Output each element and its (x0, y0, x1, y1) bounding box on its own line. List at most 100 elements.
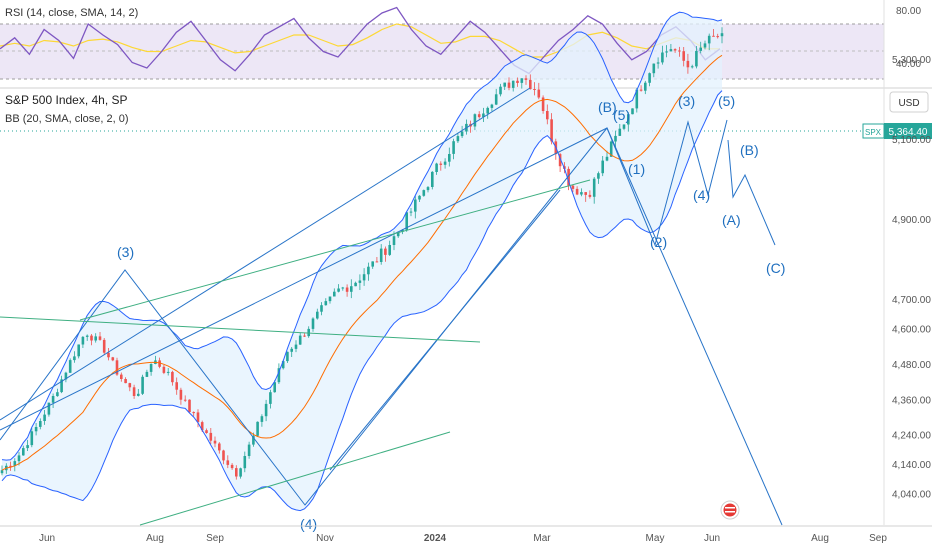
candle-body (503, 82, 506, 87)
price-tick-label: 5,300.00 (892, 55, 931, 66)
candle-body (81, 336, 85, 345)
candle-body (524, 78, 528, 80)
candle-body (200, 422, 204, 431)
candle-body (639, 89, 643, 91)
candle-body (107, 352, 110, 358)
candle-body (30, 431, 34, 446)
time-tick-label: Mar (533, 533, 551, 544)
candle-body (439, 163, 443, 165)
candle-body (473, 114, 477, 127)
last-price-badge (884, 123, 932, 139)
candle-body (162, 366, 166, 373)
candle-body (362, 274, 366, 281)
candle-body (115, 360, 119, 375)
candle-body (682, 51, 685, 61)
candle-body (550, 119, 553, 142)
candles-group (0, 27, 724, 480)
candle-body (51, 396, 55, 403)
candle-body (333, 291, 336, 297)
rsi-line (0, 6, 721, 75)
candle-body (286, 351, 289, 362)
candle-body (175, 382, 178, 390)
candle-body (256, 421, 259, 436)
candle-body (226, 460, 230, 465)
price-tick-label: 4,600.00 (892, 325, 931, 336)
candle-body (0, 470, 4, 474)
currency-label: USD (898, 98, 919, 109)
candle-body (166, 371, 170, 373)
candle-body (269, 392, 272, 404)
candle-body (22, 448, 25, 456)
candle-body (720, 33, 724, 37)
candle-body (273, 382, 276, 393)
candle-body (43, 414, 46, 421)
currency-button[interactable] (889, 91, 929, 113)
candle-body (94, 336, 97, 341)
candle-body (516, 80, 519, 83)
candle-body (627, 114, 630, 125)
candle-body (580, 192, 583, 195)
candle-body (316, 311, 319, 319)
candle-body (277, 368, 281, 383)
green-trendline-mid[interactable] (79, 179, 591, 321)
wave-label: (B) (598, 99, 617, 115)
candle-body (507, 82, 511, 88)
green-trendline-lower[interactable] (139, 431, 451, 526)
green-trendline-upper[interactable] (0, 316, 481, 343)
candle-body (328, 296, 332, 302)
projection-line[interactable] (606, 127, 783, 526)
candle-body (558, 154, 562, 167)
wave-label: (A) (722, 212, 741, 228)
main-pane: (3) (B) (5) (3) (5) (1) (B) (4) (A) (2) … (0, 11, 932, 532)
candle-body (218, 443, 221, 451)
time-tick-label: Jun (39, 533, 55, 544)
time-tick-label: Jun (704, 533, 720, 544)
time-tick-label: 2024 (424, 533, 447, 544)
candle-body (68, 360, 72, 373)
candle-body (13, 461, 17, 466)
rsi-ma-line (0, 23, 720, 58)
channel-lower-line[interactable] (329, 189, 561, 471)
channel-upper-line[interactable] (0, 87, 531, 421)
candle-body (490, 104, 494, 108)
candle-body (367, 266, 370, 275)
earnings-flag-icon[interactable] (720, 500, 740, 520)
candle-body (98, 336, 102, 340)
price-tick-label: 4,700.00 (892, 295, 931, 306)
candle-body (345, 287, 349, 292)
candle-body (145, 371, 149, 377)
projection-abc-path[interactable] (727, 139, 776, 246)
candle-body (281, 361, 285, 369)
candle-body (486, 107, 489, 114)
wave-path-main[interactable] (0, 119, 728, 506)
time-tick-label: Aug (811, 533, 829, 544)
candle-body (354, 282, 357, 287)
candle-body (183, 399, 187, 401)
candle-body (443, 161, 447, 165)
wave-drawings (0, 87, 783, 526)
candle-body (703, 43, 707, 48)
price-tick-label: 4,360.00 (892, 395, 931, 406)
candle-body (622, 124, 626, 129)
candle-body (537, 89, 541, 98)
candle-body (652, 63, 656, 74)
candle-body (648, 73, 651, 83)
time-axis: Jun Aug Sep Nov 2024 Mar May Jun Aug Sep (39, 533, 887, 544)
candle-body (448, 154, 451, 162)
candle-body (592, 178, 596, 197)
channel-mid-line[interactable] (0, 127, 608, 431)
candle-body (307, 328, 310, 337)
candle-body (196, 412, 200, 423)
candle-body (124, 379, 127, 384)
bb-lower-band (1, 90, 723, 512)
candle-body (149, 364, 153, 372)
candle-body (179, 389, 183, 400)
candle-body (64, 372, 68, 380)
candle-body (90, 335, 93, 341)
candle-body (26, 445, 29, 449)
candle-body (618, 128, 622, 136)
candle-body (609, 141, 613, 157)
wave-label: (5) (613, 107, 630, 123)
candle-body (601, 160, 604, 174)
wave-label: (4) (300, 516, 317, 532)
